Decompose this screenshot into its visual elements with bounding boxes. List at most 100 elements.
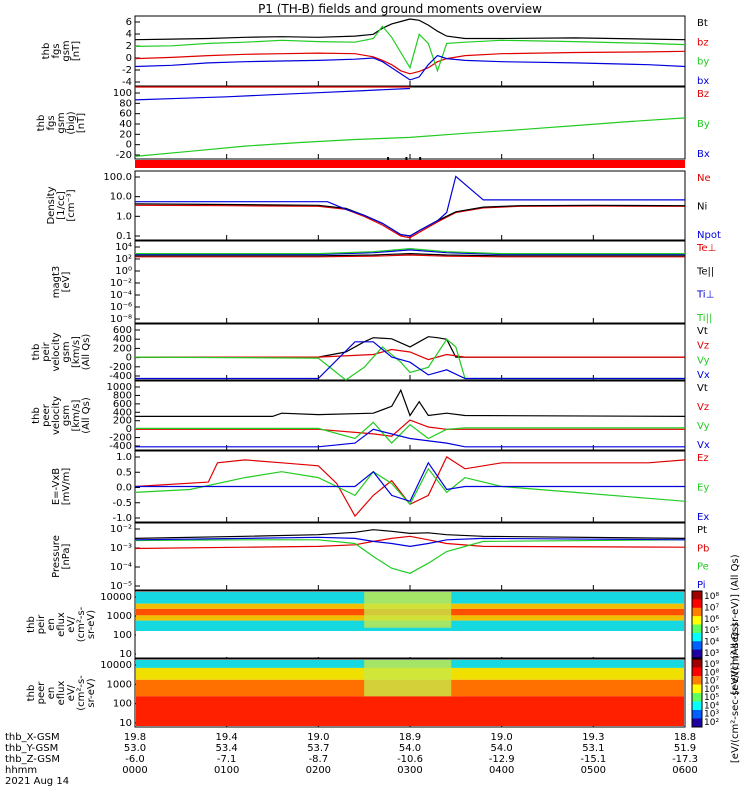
x-tick-Z: -8.7 bbox=[309, 754, 329, 765]
panel-ylabel: [cm⁻³] bbox=[66, 189, 77, 221]
colorbar-tick: 10⁷ bbox=[704, 677, 719, 687]
legend-entry: Vz bbox=[697, 402, 709, 413]
spectrogram-band bbox=[136, 631, 684, 657]
y-tick-label: 10⁻⁴ bbox=[110, 562, 132, 573]
panel-ylabel: thb bbox=[36, 115, 47, 132]
colorbar-tick: 10⁷ bbox=[704, 603, 719, 613]
legend-entry: Pt bbox=[697, 525, 707, 536]
panel-ylabel: (cm²-s- bbox=[76, 606, 87, 642]
panel-ylabel: thb bbox=[31, 407, 42, 424]
panel-ylabel: sr-eV) bbox=[86, 610, 97, 639]
y-tick-label: 0 bbox=[126, 424, 132, 435]
series-line bbox=[135, 336, 685, 358]
spectrogram-feature bbox=[364, 660, 452, 697]
panel-ylabel: [nT] bbox=[76, 113, 87, 133]
legend-entry: Ez bbox=[697, 453, 709, 464]
status-bar bbox=[135, 160, 685, 168]
colorbar-segment bbox=[692, 641, 702, 651]
panel-ylabel: [eV] bbox=[61, 272, 72, 293]
y-tick-label: 80 bbox=[119, 98, 132, 109]
legend-entry: Bz bbox=[697, 89, 709, 100]
x-tick-Y: 53.0 bbox=[124, 743, 146, 754]
y-tick-label: 10⁻² bbox=[110, 524, 132, 535]
legend-entry: bx bbox=[697, 76, 709, 87]
colorbar-segment bbox=[692, 649, 702, 659]
panel-ylabel: [1/cc] bbox=[56, 191, 67, 220]
legend-entry: Ne bbox=[697, 173, 711, 184]
y-tick-label: 100.0 bbox=[103, 172, 132, 183]
panel-ylabel: velocity bbox=[51, 396, 62, 435]
x-tick-X: 19.8 bbox=[124, 732, 146, 743]
series-line bbox=[135, 428, 685, 448]
y-tick-label: 200 bbox=[113, 343, 132, 354]
x-tick-hhmm: 0000 bbox=[122, 765, 147, 776]
x-tick-Z: -15.1 bbox=[580, 754, 606, 765]
y-tick-label: 0 bbox=[126, 353, 132, 364]
x-tick-X: 19.0 bbox=[307, 732, 329, 743]
legend-entry: Vx bbox=[697, 370, 710, 381]
colorbar-tick: 10² bbox=[704, 718, 719, 728]
panel-ylabel: en bbox=[46, 687, 57, 700]
x-tick-Y: 51.9 bbox=[674, 743, 696, 754]
panel-ylabel: (All Qs) bbox=[81, 397, 92, 434]
series-line bbox=[134, 204, 686, 239]
y-tick-label: 600 bbox=[113, 399, 132, 410]
series-line bbox=[134, 467, 686, 506]
series-line bbox=[135, 247, 685, 255]
y-tick-label: 10⁰ bbox=[115, 266, 132, 277]
y-tick-label: 100 bbox=[113, 630, 132, 641]
colorbar-frame bbox=[691, 658, 703, 728]
y-tick-label: 10 bbox=[119, 718, 132, 729]
panel-ylabel: (big) bbox=[66, 111, 77, 134]
series-line bbox=[134, 87, 411, 101]
colorbar-segment bbox=[692, 693, 702, 702]
panel-ylabel: Density bbox=[46, 186, 57, 224]
colorbar-tick: 10⁶ bbox=[704, 685, 719, 695]
y-tick-label: 0.0 bbox=[116, 483, 132, 494]
colorbar-label: [eV/(cm²-sec-sr-eV)] (All Qs) bbox=[730, 554, 741, 694]
x-axis-row-label: thb_Z-GSM bbox=[5, 754, 60, 765]
panel-ylabel: fgs bbox=[51, 43, 62, 58]
legend-entry: Vt bbox=[697, 326, 708, 337]
panel-ylabel: thb bbox=[41, 43, 52, 60]
colorbar-tick: 10⁸ bbox=[704, 592, 719, 602]
panel-ylabel: [km/s] bbox=[71, 336, 82, 368]
x-tick-Z: -12.9 bbox=[489, 754, 515, 765]
colorbar-tick: 10⁵ bbox=[704, 626, 719, 636]
colorbar-tick: 10⁴ bbox=[704, 638, 719, 648]
series-line bbox=[135, 175, 685, 237]
panel-ylabel: gsm bbox=[61, 341, 72, 362]
legend-entry: Npot bbox=[697, 230, 721, 241]
x-tick-hhmm: 0100 bbox=[214, 765, 239, 776]
panel-ylabel: gsm bbox=[61, 40, 72, 61]
panel-ylabel: thb bbox=[31, 344, 42, 361]
y-tick-label: -400 bbox=[109, 371, 132, 382]
y-tick-label: 200 bbox=[113, 416, 132, 427]
x-tick-hhmm: 0200 bbox=[306, 765, 331, 776]
series-line bbox=[135, 249, 685, 256]
legend-entry: By bbox=[697, 119, 710, 130]
y-tick-label: 400 bbox=[113, 334, 132, 345]
y-tick-label: 10.0 bbox=[110, 192, 132, 203]
series-line bbox=[134, 539, 686, 574]
y-tick-label: 600 bbox=[113, 325, 132, 336]
y-tick-label: 800 bbox=[113, 390, 132, 401]
legend-entry: Bt bbox=[697, 18, 708, 29]
colorbar-tick: 10⁶ bbox=[704, 615, 719, 625]
panel-ylabel: thb bbox=[26, 685, 37, 702]
x-tick-Z: -7.1 bbox=[217, 754, 237, 765]
y-tick-label: 100 bbox=[113, 88, 132, 99]
y-tick-label: 0 bbox=[126, 140, 132, 151]
y-tick-label: 40 bbox=[119, 119, 132, 130]
x-tick-X: 19.3 bbox=[582, 732, 604, 743]
panel-ylabel: E=-VxB bbox=[51, 468, 62, 505]
y-tick-label: 10⁻⁵ bbox=[110, 581, 132, 592]
colorbar-frame bbox=[691, 590, 703, 659]
x-tick-Y: 53.7 bbox=[307, 743, 329, 754]
colorbar-segment bbox=[692, 632, 702, 642]
x-tick-Z: -17.3 bbox=[672, 754, 698, 765]
panel-ylabel: thb bbox=[26, 616, 37, 633]
panel-ylabel: [nPa] bbox=[61, 543, 72, 569]
